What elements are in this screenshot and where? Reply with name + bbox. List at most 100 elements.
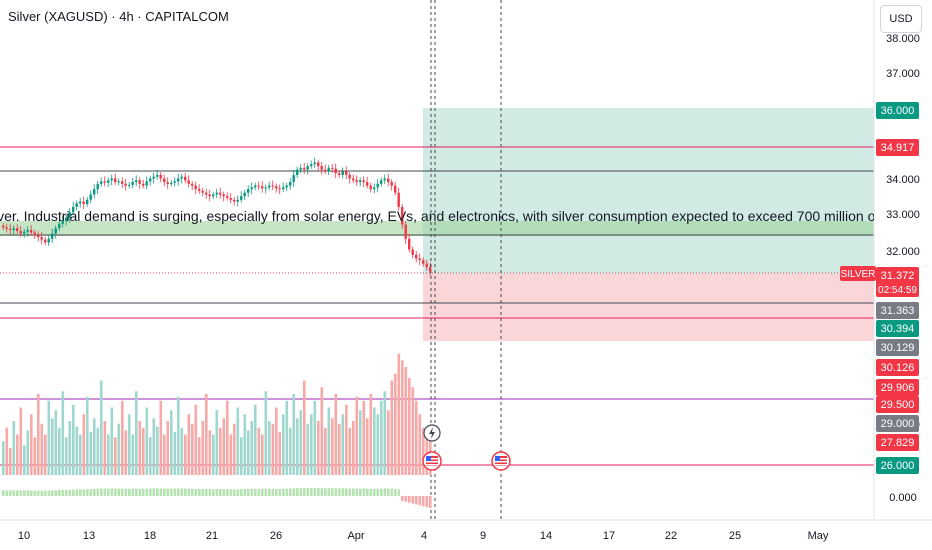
candle bbox=[289, 178, 292, 190]
candle bbox=[422, 257, 425, 267]
candle bbox=[394, 181, 397, 196]
candle bbox=[271, 180, 274, 190]
lightning-event-icon[interactable] bbox=[423, 424, 441, 442]
volume-bar bbox=[170, 410, 173, 475]
candle bbox=[173, 177, 176, 187]
candle bbox=[86, 196, 89, 207]
volume-bar bbox=[268, 421, 271, 475]
oscillator-bar bbox=[394, 489, 397, 496]
oscillator-bar bbox=[177, 488, 180, 496]
oscillator-bar bbox=[411, 496, 415, 504]
oscillator-bar bbox=[2, 490, 5, 496]
candle bbox=[352, 174, 355, 184]
candle bbox=[278, 184, 281, 195]
volume-bar bbox=[243, 414, 247, 475]
oscillator-bar bbox=[285, 488, 289, 496]
candle bbox=[268, 181, 271, 191]
volume-bar bbox=[299, 410, 303, 475]
volume-bar bbox=[131, 434, 135, 475]
volume-bar bbox=[401, 360, 404, 475]
oscillator-bar bbox=[187, 488, 191, 496]
candle bbox=[166, 177, 169, 189]
currency-button[interactable]: USD bbox=[880, 5, 922, 33]
price-badge: 36.000 bbox=[876, 102, 919, 119]
volume-bar bbox=[121, 400, 124, 475]
x-axis-ticks: 10 13 18 21 26 Apr 4 9 14 17 22 25 May bbox=[18, 530, 829, 542]
candle bbox=[348, 172, 351, 184]
candle bbox=[124, 178, 127, 191]
volume-bar bbox=[348, 427, 352, 475]
oscillator-bar bbox=[422, 496, 425, 507]
candle bbox=[299, 163, 302, 174]
oscillator-bar bbox=[96, 488, 100, 496]
volume-bar bbox=[156, 426, 159, 475]
candle bbox=[191, 180, 194, 190]
price-badge-label: 31.363 bbox=[881, 305, 915, 317]
time-scale[interactable] bbox=[0, 520, 932, 550]
candle bbox=[68, 208, 71, 223]
candle bbox=[215, 188, 218, 199]
oscillator-bar bbox=[33, 490, 37, 496]
volume-bar bbox=[37, 394, 40, 475]
us-flag-event-icon[interactable] bbox=[422, 451, 442, 471]
candle bbox=[37, 231, 40, 242]
x-tick-label: 4 bbox=[421, 530, 427, 542]
volume-bar bbox=[422, 427, 425, 475]
candle bbox=[415, 250, 418, 263]
y-tick-label: 34.000 bbox=[886, 174, 920, 186]
candle bbox=[320, 162, 323, 175]
candle bbox=[292, 169, 295, 188]
candle bbox=[362, 176, 365, 188]
oscillator-bar bbox=[429, 496, 432, 509]
us-flag-event-icon-2[interactable] bbox=[491, 451, 511, 471]
oscillator-bar bbox=[404, 496, 408, 502]
stop-loss-zone[interactable] bbox=[423, 274, 874, 341]
oscillator-bar bbox=[152, 488, 156, 496]
oscillator-bar bbox=[37, 490, 40, 496]
candle bbox=[243, 189, 246, 200]
volume-bar bbox=[54, 410, 58, 475]
oscillator-bar bbox=[5, 490, 9, 496]
price-scale[interactable] bbox=[874, 0, 932, 520]
oscillator-bar bbox=[331, 488, 334, 496]
candle bbox=[23, 228, 26, 238]
candle bbox=[380, 177, 383, 187]
volume-bar bbox=[387, 410, 390, 475]
price-badge: 26.000 bbox=[876, 457, 919, 474]
oscillator-bar bbox=[149, 488, 152, 496]
oscillator-bar bbox=[68, 489, 72, 496]
volume-bar bbox=[5, 427, 9, 475]
volume-bar bbox=[275, 407, 278, 475]
candle bbox=[345, 166, 348, 180]
volume-bar bbox=[180, 427, 184, 475]
candle bbox=[369, 182, 372, 193]
volume-bar bbox=[233, 423, 236, 475]
volume-bar bbox=[366, 418, 369, 475]
volume-bar bbox=[23, 445, 26, 475]
y-tick-label: 32.000 bbox=[886, 246, 920, 258]
oscillator-bar bbox=[75, 489, 79, 496]
volume-bar bbox=[114, 437, 117, 475]
volume-bar bbox=[201, 421, 205, 475]
oscillator-bar bbox=[30, 490, 33, 496]
oscillator-bar bbox=[180, 488, 184, 496]
volume-bar bbox=[285, 400, 289, 475]
volume-bar bbox=[240, 437, 243, 475]
volume-bar bbox=[135, 391, 138, 475]
candle bbox=[103, 176, 106, 187]
x-tick-label: Apr bbox=[347, 530, 364, 542]
candle bbox=[194, 181, 197, 195]
oscillator-bar bbox=[72, 489, 75, 496]
oscillator-bar bbox=[320, 488, 324, 496]
volume-bar bbox=[383, 391, 387, 475]
volume-bar bbox=[152, 418, 156, 475]
price-badge: 34.917 bbox=[876, 139, 919, 156]
volume-bar bbox=[128, 414, 131, 475]
candle bbox=[264, 184, 267, 194]
candle bbox=[145, 176, 148, 190]
candles[interactable] bbox=[2, 157, 432, 277]
take-profit-zone[interactable] bbox=[423, 108, 874, 274]
price-badge: 30.129 bbox=[876, 339, 919, 356]
candle bbox=[285, 182, 288, 191]
